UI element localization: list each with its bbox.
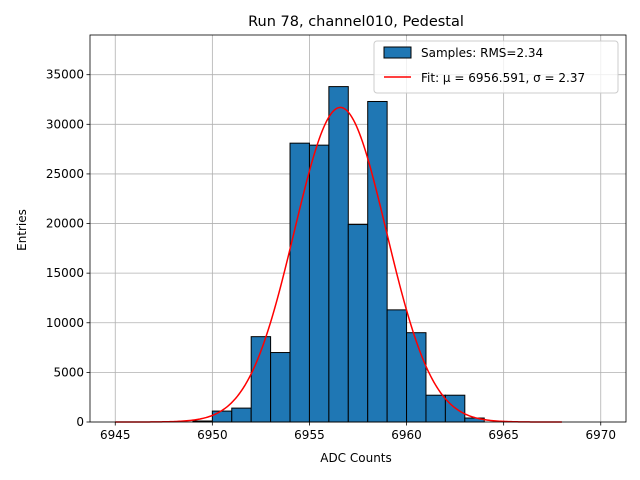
plot-frame <box>89 34 627 423</box>
histogram-bar <box>367 100 388 423</box>
histogram-bars <box>192 86 485 423</box>
histogram-bar <box>406 332 427 423</box>
legend: Samples: RMS=2.34 Fit: μ = 6956.591, σ =… <box>373 40 619 94</box>
y-axis-label: Entries <box>15 209 29 251</box>
legend-swatch-samples <box>383 46 412 59</box>
y-tick-label: 10000 <box>46 316 84 330</box>
histogram-bar <box>270 352 291 423</box>
x-tick-label: 6950 <box>197 428 228 442</box>
histogram-bar <box>425 394 446 423</box>
y-tick-label: 30000 <box>46 117 84 131</box>
y-tick-label: 35000 <box>46 68 84 82</box>
histogram-bar <box>308 144 330 423</box>
x-axis-ticks: 6945 6950 6955 6960 6965 6970 <box>100 422 616 442</box>
chart-title: Run 78, channel010, Pedestal <box>248 14 464 30</box>
y-tick-label: 5000 <box>53 365 84 379</box>
histogram-bar <box>347 224 369 423</box>
legend-label-fit: Fit: μ = 6956.591, σ = 2.37 <box>421 71 585 85</box>
histogram-bar <box>211 410 233 423</box>
x-tick-label: 6960 <box>391 428 422 442</box>
legend-box <box>373 40 619 94</box>
gaussian-fit-curve <box>115 106 562 423</box>
y-tick-label: 25000 <box>46 167 84 181</box>
y-tick-label: 0 <box>76 415 84 429</box>
legend-label-samples: Samples: RMS=2.34 <box>421 46 543 60</box>
x-tick-label: 6945 <box>100 428 131 442</box>
y-axis-ticks: 0 5000 10000 15000 20000 25000 30000 35000 <box>46 68 90 429</box>
x-tick-label: 6965 <box>488 428 519 442</box>
histogram-bar <box>231 407 252 423</box>
histogram-bar <box>386 309 408 423</box>
x-tick-label: 6955 <box>294 428 325 442</box>
histogram-bar <box>289 142 310 423</box>
x-tick-label: 6970 <box>585 428 616 442</box>
y-tick-label: 15000 <box>46 266 84 280</box>
y-tick-label: 20000 <box>46 217 84 231</box>
x-axis-label: ADC Counts <box>320 451 392 465</box>
histogram-bar <box>328 86 349 423</box>
